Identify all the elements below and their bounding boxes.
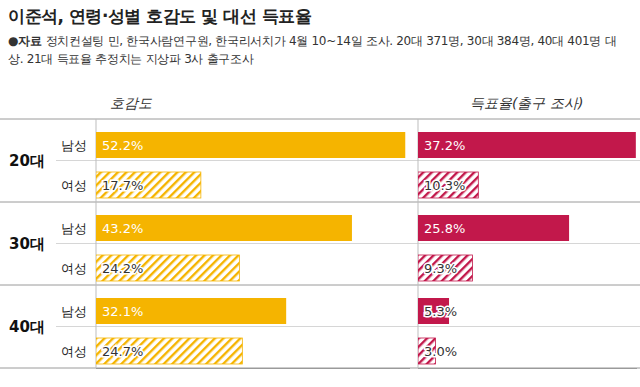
header: 이준석, 연령·성별 호감도 및 대선 득표율 ●자료정치컨설팅 민, 한국사람… [8,4,628,68]
chart: 20대남성여성30대남성여성40대남성여성호감도52.2%43.2%32.1%1… [0,0,640,387]
data-label: 10.3% [424,178,465,193]
sex-label: 여성 [61,261,87,276]
title: 이준석, 연령·성별 호감도 및 대선 득표율 [8,4,628,28]
bar [418,255,472,281]
data-label: 5.3% [424,304,457,319]
sex-label: 여성 [61,178,87,193]
bar [96,172,201,198]
data-label: 24.2% [102,261,143,276]
data-labels: 52.2% 43.2% 32.1% 17.7% 24.2% 24.7% [102,138,143,359]
sex-label: 남성 [61,221,87,236]
data-label: 17.7% [102,178,143,193]
data-label: 3.0% [424,344,457,359]
source-text: 정치컨설팅 민, 한국사람연구원, 한국리서치가 4월 10~14일 조사. 2… [8,34,616,66]
row-separator [56,160,640,161]
bar [96,215,352,241]
group-label: 30대 [9,235,45,253]
data-label: 25.8% [424,221,465,236]
group-label: 20대 [9,152,45,170]
data-label: 24.7% [102,344,143,359]
data-label: 32.1% [102,304,143,319]
data-label: 43.2% [102,221,143,236]
bar [418,172,478,198]
bar [96,338,242,364]
source-label: ●자료 [8,34,42,48]
data-label: 37.2% [424,138,465,153]
bar [418,215,569,241]
data-labels: 37.2% 25.8% 5.3% 10.3% 9.3% 3.0% [424,138,465,359]
sex-label: 남성 [61,304,87,319]
bar [96,132,405,158]
bars [96,132,405,364]
data-label: 52.2% [102,138,143,153]
data-label: 9.3% [424,261,457,276]
axis-line [418,368,637,369]
sex-label: 여성 [61,344,87,359]
row-separator [56,326,640,327]
axis-line [96,368,410,369]
source: ●자료정치컨설팅 민, 한국사람연구원, 한국리서치가 4월 10~14일 조사… [8,32,628,68]
bar [418,132,636,158]
group-label: 40대 [9,318,45,336]
panel-title: 호감도 [110,95,152,111]
sex-label: 남성 [61,138,87,153]
bar [96,255,239,281]
row-separator [56,243,640,244]
bar [96,298,286,324]
bars [418,132,636,364]
panel-title: 득표율(출구 조사) [470,95,583,111]
